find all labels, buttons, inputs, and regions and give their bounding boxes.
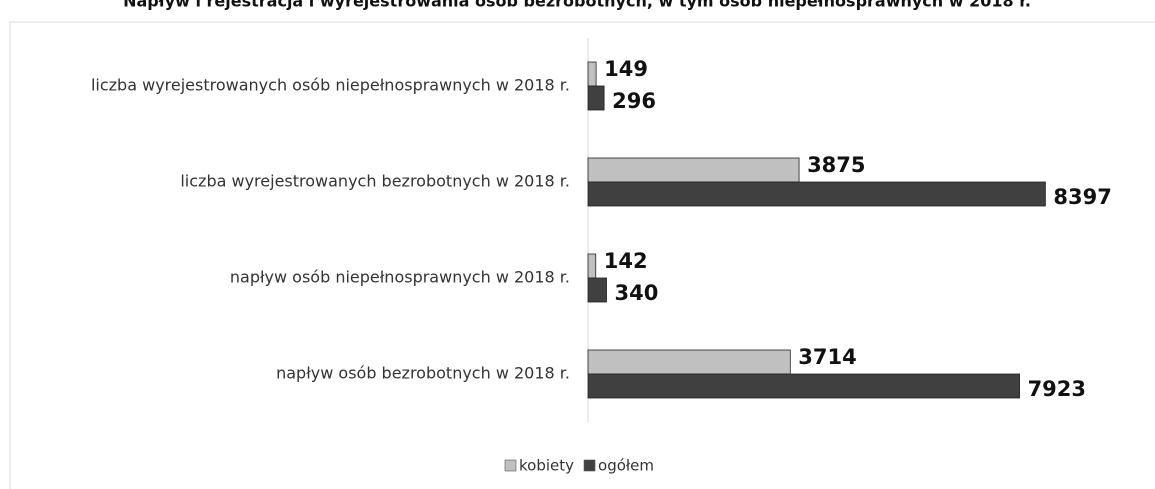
data-label: 8397 — [1053, 185, 1111, 209]
legend-swatch — [583, 459, 596, 472]
data-label: 142 — [604, 249, 648, 273]
data-label: 3714 — [798, 345, 856, 369]
bar — [587, 181, 1046, 207]
bar — [587, 85, 605, 111]
bar — [587, 349, 791, 375]
legend-swatch — [504, 459, 517, 472]
legend-label: ogółem — [598, 457, 654, 475]
y-tick-label: napływ osób niepełnosprawnych w 2018 r. — [230, 268, 570, 287]
bar — [587, 373, 1020, 399]
y-tick-label: liczba wyrejestrowanych osób niepełnospr… — [91, 76, 570, 95]
data-label: 3875 — [807, 153, 865, 177]
legend-label: kobiety — [519, 457, 574, 475]
bar — [587, 253, 597, 279]
data-label: 340 — [615, 281, 659, 305]
y-tick-label: napływ osób bezrobotnych w 2018 r. — [276, 364, 570, 383]
data-label: 149 — [604, 57, 648, 81]
data-label: 7923 — [1028, 377, 1086, 401]
bar — [587, 157, 800, 183]
data-label: 296 — [612, 89, 656, 113]
y-tick-label: liczba wyrejestrowanych bezrobotnych w 2… — [180, 172, 570, 191]
chart-frame — [9, 21, 1155, 489]
bar — [587, 61, 597, 87]
bar — [587, 277, 607, 303]
chart-title: Napływ i rejestracja i wyrejestrowania o… — [123, 0, 1031, 11]
